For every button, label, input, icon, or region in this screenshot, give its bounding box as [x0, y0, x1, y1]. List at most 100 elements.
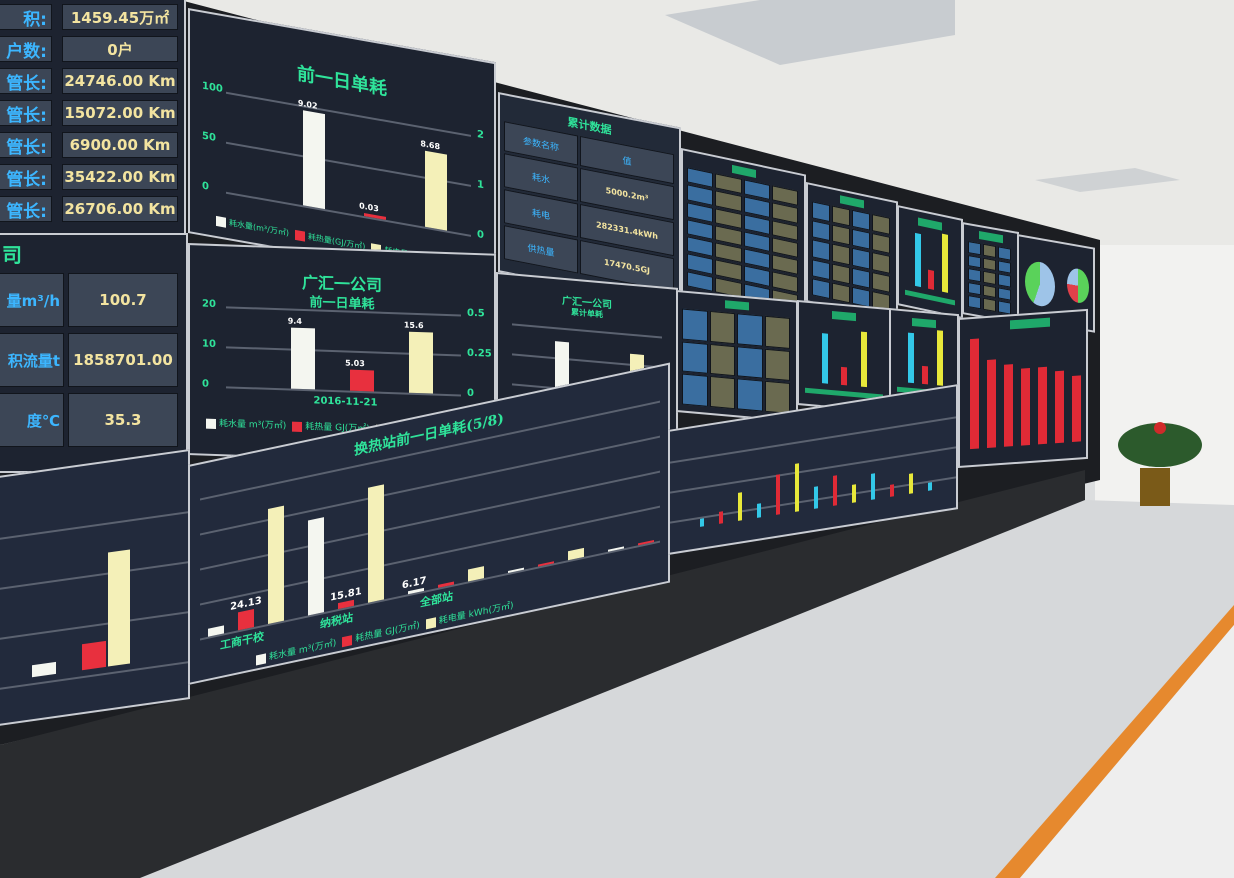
flow-value: 35.3: [68, 393, 178, 447]
red-bar: [1038, 366, 1047, 445]
trend-bar: [719, 511, 723, 524]
trend-bar: [757, 503, 761, 518]
red-bar-chart-panel: [958, 308, 1088, 468]
grid-cell: [812, 220, 830, 242]
mini-bar: [936, 330, 943, 386]
mini-bar: [928, 269, 935, 290]
stat-label: 户数:: [0, 36, 52, 62]
stat-value: 0户: [62, 36, 178, 62]
flow-panel: 司 量m³/h 100.7 积流量t 1858701.00 度℃ 35.3: [0, 233, 188, 473]
grid-cell: [709, 310, 735, 344]
red-bar: [987, 358, 996, 448]
table-panel-2: [806, 182, 898, 322]
legend-swatch: [342, 634, 353, 647]
mini-title-badge: [912, 318, 936, 329]
y-tick-right: 0.5: [467, 307, 485, 320]
table-panel-4: [676, 290, 798, 423]
table-panel-3: [962, 222, 1019, 325]
bar-power: [425, 150, 448, 231]
trend-bar: [928, 482, 932, 491]
y-tick-left: 100: [202, 80, 223, 96]
bar-value-label: 9.4: [287, 316, 302, 327]
grid-cell: [682, 373, 708, 407]
bar-water: [308, 516, 324, 616]
legend-swatch: [425, 616, 436, 629]
grid-cell: [832, 205, 850, 227]
mini-bar: [907, 332, 914, 384]
stat-value: 24746.00 Km: [62, 68, 178, 94]
trend-bar: [814, 486, 818, 509]
grid-cell: [764, 348, 790, 382]
grid-cell: [764, 315, 790, 349]
grid-cell: [709, 376, 735, 410]
mini-chart-panel-1: [897, 205, 963, 320]
legend-swatch: [216, 215, 226, 228]
legend-swatch: [256, 652, 266, 666]
mini-title-badge: [918, 217, 942, 231]
bar-heat: [350, 369, 374, 392]
grid-cell: [852, 248, 870, 270]
stat-label: 积:: [0, 4, 52, 30]
plot-area: 20 10 0 0.5 0.25 0 9.4 5.03 15.6 2016-11-21: [202, 298, 492, 408]
grid-cell: [983, 284, 996, 299]
mini-bar: [841, 366, 848, 386]
bar-value-label: 8.68: [420, 138, 441, 152]
trend-bar: [852, 484, 856, 503]
bar-water: [302, 110, 325, 210]
ceiling-light: [665, 0, 955, 65]
grid-title-badge: [978, 230, 1003, 244]
grid-cell: [998, 259, 1011, 274]
mini-bar: [861, 331, 868, 387]
bar-heat: [82, 640, 106, 671]
gridline: [670, 415, 958, 464]
grid-cell: [812, 201, 830, 223]
red-bar: [1055, 370, 1064, 444]
pie-chart: [1067, 266, 1089, 305]
grid-cell: [832, 263, 850, 285]
desk-edge: [995, 605, 1234, 878]
stat-value: 26706.00 Km: [62, 196, 178, 222]
legend-swatch: [294, 229, 305, 242]
legend-label: 耗水量(m³/万㎡): [229, 218, 289, 238]
trend-bar: [871, 473, 875, 500]
grid-cell: [709, 343, 735, 377]
grid-cell: [812, 239, 830, 261]
flower: [1154, 422, 1166, 434]
mini-title-badge: [832, 311, 856, 322]
cabinet: [0, 470, 1085, 878]
grid-cell: [682, 308, 708, 342]
x-axis-date: 2016-11-21: [313, 395, 378, 409]
bar-value-label: 0.03: [359, 201, 379, 214]
legend-swatch: [206, 418, 216, 429]
grid-cell: [872, 233, 890, 255]
y-tick-right: 0: [467, 387, 474, 399]
grid-cell: [968, 295, 981, 310]
y-tick-right: 1: [477, 178, 484, 192]
grid-cell: [983, 243, 996, 258]
chart-title-badge: [1010, 317, 1050, 330]
red-bar: [1004, 364, 1013, 447]
grid-title-badge: [725, 300, 749, 311]
flow-label: 度℃: [0, 393, 64, 447]
red-bar: [1021, 367, 1030, 446]
stat-value: 15072.00 Km: [62, 100, 178, 126]
grid-cell: [998, 273, 1011, 288]
legend-label: 耗水量 m³(万㎡): [219, 419, 287, 432]
bar-power: [108, 549, 130, 667]
grid-cell: [832, 243, 850, 265]
mini-bar: [941, 233, 948, 293]
mini-bar: [821, 332, 828, 384]
ceiling-light-2: [1035, 168, 1180, 192]
grid-cell: [852, 267, 870, 289]
grid-cell: [983, 270, 996, 285]
bar-power: [268, 505, 284, 624]
trend-bar: [833, 475, 837, 506]
grid-cell: [872, 271, 890, 293]
gridline: [512, 323, 662, 339]
grid-cell: [983, 257, 996, 272]
grid-cell: [812, 258, 830, 280]
flow-value: 1858701.00: [68, 333, 178, 387]
pie-chart: [1025, 259, 1055, 309]
legend-swatch: [292, 421, 303, 432]
mini-bar: [922, 365, 929, 385]
